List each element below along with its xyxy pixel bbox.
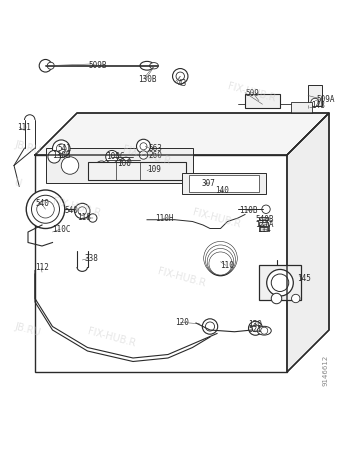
Text: 109: 109: [147, 165, 161, 174]
Bar: [259, 265, 301, 300]
Circle shape: [52, 140, 70, 157]
Text: 541: 541: [58, 144, 72, 153]
Circle shape: [173, 68, 188, 84]
Text: 540: 540: [65, 207, 79, 216]
Bar: [182, 172, 266, 194]
Text: 145: 145: [298, 274, 312, 283]
Circle shape: [106, 150, 118, 163]
Bar: [308, 85, 322, 106]
Text: 9146612: 9146612: [323, 355, 329, 386]
Circle shape: [206, 248, 235, 276]
Text: 130B: 130B: [138, 75, 156, 84]
Text: 521: 521: [248, 325, 262, 334]
Text: 509A: 509A: [316, 95, 335, 104]
Circle shape: [75, 203, 90, 219]
Text: 114: 114: [257, 225, 271, 234]
Circle shape: [205, 322, 215, 331]
Text: FIX-HUB.R: FIX-HUB.R: [192, 207, 242, 229]
Text: 111: 111: [18, 123, 32, 132]
Bar: [259, 222, 268, 226]
Text: 509: 509: [245, 89, 259, 98]
Text: U: U: [13, 177, 22, 189]
Circle shape: [261, 327, 268, 334]
Text: 260: 260: [149, 150, 163, 159]
Circle shape: [204, 242, 237, 275]
Circle shape: [205, 245, 236, 275]
Circle shape: [262, 205, 270, 213]
Circle shape: [121, 157, 131, 167]
Circle shape: [311, 98, 319, 107]
Text: JB.RU: JB.RU: [14, 322, 42, 338]
Circle shape: [267, 270, 293, 296]
Circle shape: [56, 144, 66, 153]
Text: 540: 540: [35, 199, 49, 208]
Bar: [35, 155, 287, 372]
Circle shape: [26, 190, 65, 229]
Circle shape: [248, 321, 262, 335]
Text: 120: 120: [175, 318, 189, 327]
Circle shape: [271, 293, 282, 304]
Text: 43: 43: [177, 79, 187, 88]
Bar: [46, 148, 192, 183]
Bar: [290, 103, 312, 113]
Text: FIX-HUB.R: FIX-HUB.R: [52, 196, 102, 219]
Text: 127A: 127A: [255, 220, 273, 230]
Circle shape: [176, 72, 184, 81]
Polygon shape: [35, 113, 329, 155]
Circle shape: [202, 319, 218, 334]
Circle shape: [32, 195, 60, 223]
Circle shape: [89, 214, 97, 222]
Text: FIX-HUB.R: FIX-HUB.R: [87, 326, 137, 348]
Circle shape: [95, 161, 108, 174]
Text: 130B: 130B: [52, 150, 70, 159]
Text: 110: 110: [220, 261, 234, 270]
Text: FIX-HUB.R: FIX-HUB.R: [227, 81, 277, 103]
Text: 110B: 110B: [239, 207, 258, 216]
Text: 338: 338: [84, 254, 98, 263]
Text: 130: 130: [248, 320, 262, 329]
Text: 540B: 540B: [255, 215, 273, 224]
Bar: [189, 175, 259, 192]
Ellipse shape: [257, 326, 271, 335]
Ellipse shape: [150, 63, 158, 69]
Circle shape: [139, 151, 148, 159]
Text: FIX-HUB.R: FIX-HUB.R: [157, 266, 207, 289]
Circle shape: [209, 252, 232, 275]
Bar: [245, 94, 280, 108]
Text: 118: 118: [77, 213, 91, 222]
Circle shape: [140, 143, 147, 150]
Circle shape: [78, 207, 86, 215]
Bar: [88, 162, 186, 180]
Bar: [259, 227, 268, 231]
Text: 100C: 100C: [106, 152, 125, 161]
Text: 509B: 509B: [89, 61, 107, 70]
Circle shape: [37, 201, 54, 218]
Text: 563: 563: [149, 144, 163, 153]
Text: 307: 307: [201, 179, 215, 188]
Circle shape: [252, 325, 259, 332]
Circle shape: [39, 59, 52, 72]
Bar: [259, 217, 268, 220]
Text: 148: 148: [312, 102, 326, 111]
Circle shape: [136, 139, 150, 153]
Text: 112: 112: [35, 263, 49, 272]
Text: 110H: 110H: [155, 214, 174, 223]
Ellipse shape: [140, 61, 154, 70]
Circle shape: [47, 62, 54, 69]
Circle shape: [271, 274, 289, 292]
Circle shape: [120, 163, 132, 176]
Text: 110C: 110C: [52, 225, 70, 234]
Text: 140: 140: [215, 186, 229, 195]
Circle shape: [61, 157, 79, 174]
Text: 106: 106: [117, 158, 131, 167]
Polygon shape: [287, 113, 329, 372]
Circle shape: [48, 150, 61, 163]
Circle shape: [207, 248, 234, 275]
Circle shape: [212, 253, 229, 270]
Circle shape: [292, 294, 300, 303]
Text: JB.RU: JB.RU: [14, 140, 42, 156]
Text: FIX-HUB.R: FIX-HUB.R: [122, 144, 172, 166]
